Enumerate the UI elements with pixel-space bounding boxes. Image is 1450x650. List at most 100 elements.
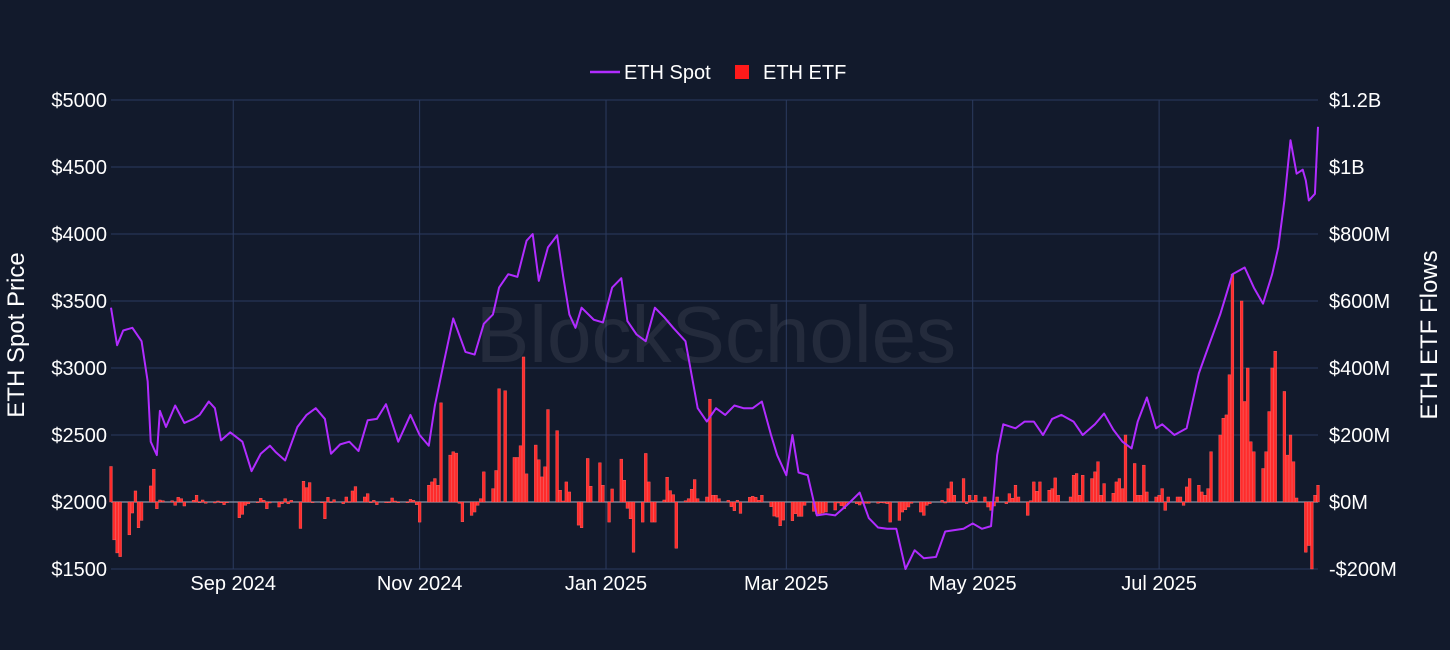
etf-flow-bar	[537, 459, 541, 503]
etf-flow-bar	[326, 497, 330, 503]
etf-flow-bar	[332, 499, 336, 503]
etf-flow-bar	[1243, 401, 1247, 503]
eth-spot-price-line	[110, 126, 1319, 570]
etf-flow-bar	[928, 501, 932, 504]
etf-flow-bar	[900, 501, 905, 513]
etf-flow-bar	[133, 490, 138, 503]
etf-flow-bar	[974, 495, 978, 503]
y-left-tick-label: $3500	[51, 291, 107, 313]
etf-flow-bar	[1068, 496, 1073, 503]
etf-flow-bar	[888, 501, 892, 523]
etf-flow-bar	[576, 501, 581, 526]
etf-flow-bar	[674, 501, 678, 549]
etf-flow-bar	[1249, 441, 1253, 503]
etf-flow-bar	[628, 501, 633, 519]
etf-flow-bar	[1081, 475, 1085, 503]
y-right-axis-ticks: -$200M $0M $200M $400M $600M $800M $1B $1.2B	[1329, 90, 1397, 581]
etf-flow-bar	[1111, 493, 1115, 503]
etf-flow-bar	[732, 501, 736, 511]
etf-flow-bar	[1102, 483, 1106, 503]
etf-flow-bar	[1267, 411, 1271, 503]
etf-flow-bar	[194, 495, 199, 503]
etf-flow-bar	[149, 485, 153, 503]
etf-flow-bar	[521, 356, 526, 503]
etf-flow-bar	[882, 501, 886, 504]
etf-flow-bar	[1090, 478, 1094, 503]
etf-flow-bar	[1209, 451, 1213, 503]
etf-flow-bar	[161, 500, 165, 503]
etf-flow-bar	[1185, 486, 1189, 503]
etf-flow-bar	[1071, 475, 1076, 503]
etf-flow-bar	[867, 501, 871, 504]
etf-flow-bar	[482, 471, 486, 503]
etf-flow-bar	[952, 495, 956, 503]
etf-flow-bar	[1282, 391, 1286, 503]
etf-flow-bar	[1160, 488, 1164, 503]
etf-flow-bar	[689, 489, 694, 503]
etf-flow-bar	[1013, 485, 1018, 503]
y-right-tick-label: $200M	[1329, 425, 1390, 447]
etf-flow-bar	[1188, 478, 1192, 503]
etf-flow-bar	[964, 501, 969, 504]
etf-flow-bar	[344, 496, 348, 503]
etf-flow-bar	[524, 473, 529, 503]
etf-flow-bar	[369, 501, 373, 504]
etf-flow-bar	[430, 481, 434, 503]
etf-flow-bars	[109, 274, 1320, 570]
etf-flow-bar	[803, 501, 807, 506]
etf-flow-bar	[320, 501, 324, 504]
etf-flow-bar	[286, 501, 290, 504]
x-axis-ticks: Sep 2024 Nov 2024 Jan 2025 Mar 2025 May 2025…	[190, 573, 1197, 595]
etf-flow-bar	[479, 498, 483, 503]
etf-flow-bar	[256, 501, 260, 504]
etf-flow-bar	[1139, 495, 1143, 503]
etf-flow-bar	[799, 501, 804, 517]
etf-flow-bar	[1078, 495, 1082, 503]
etf-flow-bar	[1035, 491, 1039, 503]
etf-flow-bar	[546, 409, 550, 503]
etf-flow-bar	[668, 490, 672, 503]
etf-flow-bar	[631, 501, 636, 553]
etf-flow-bar	[512, 457, 516, 503]
legend-eth-etf-square-icon	[735, 65, 749, 79]
etf-flow-bar	[411, 500, 416, 503]
etf-flow-bar	[155, 501, 159, 509]
etf-flow-bar	[1246, 367, 1250, 503]
etf-flow-bar	[971, 500, 975, 503]
etf-flow-bar	[439, 402, 443, 503]
etf-flow-bar	[1157, 495, 1161, 503]
etf-flow-bar	[735, 500, 740, 503]
etf-flow-bar	[555, 430, 559, 503]
etf-flow-bar	[182, 501, 186, 507]
etf-flow-bar	[1316, 485, 1320, 503]
etf-flow-bar	[534, 444, 538, 503]
x-tick-label: May 2025	[929, 573, 1017, 595]
etf-flow-bar	[1142, 464, 1146, 503]
y-left-tick-label: $2500	[51, 425, 107, 447]
etf-flow-bar	[751, 496, 755, 503]
etf-flow-bar	[1154, 496, 1158, 503]
y-right-tick-label: $0M	[1329, 492, 1368, 514]
etf-flow-bar	[1096, 461, 1100, 503]
etf-flow-bar	[1056, 495, 1060, 503]
legend-item-eth-spot[interactable]: ETH Spot	[590, 62, 711, 84]
etf-flow-bar	[1285, 454, 1290, 503]
etf-flow-bar	[1099, 495, 1103, 503]
etf-flow-bar	[1010, 498, 1015, 503]
legend-item-eth-etf[interactable]: ETH ETF	[735, 62, 846, 84]
etf-flow-bar	[1291, 461, 1296, 503]
etf-flow-bar	[280, 501, 284, 504]
etf-flow-bar	[586, 458, 590, 503]
etf-flow-bar	[363, 496, 367, 503]
etf-flow-bar	[158, 499, 162, 503]
etf-flow-bar	[112, 501, 116, 541]
y-right-tick-label: -$200M	[1329, 559, 1397, 581]
etf-flow-bar	[1273, 351, 1277, 503]
etf-flow-bar	[897, 501, 901, 521]
etf-flow-bar	[198, 501, 202, 504]
etf-flow-bar	[589, 486, 593, 503]
etf-flow-bar	[433, 478, 437, 503]
etf-flow-bar	[1145, 491, 1149, 503]
etf-flow-bar	[387, 501, 391, 504]
